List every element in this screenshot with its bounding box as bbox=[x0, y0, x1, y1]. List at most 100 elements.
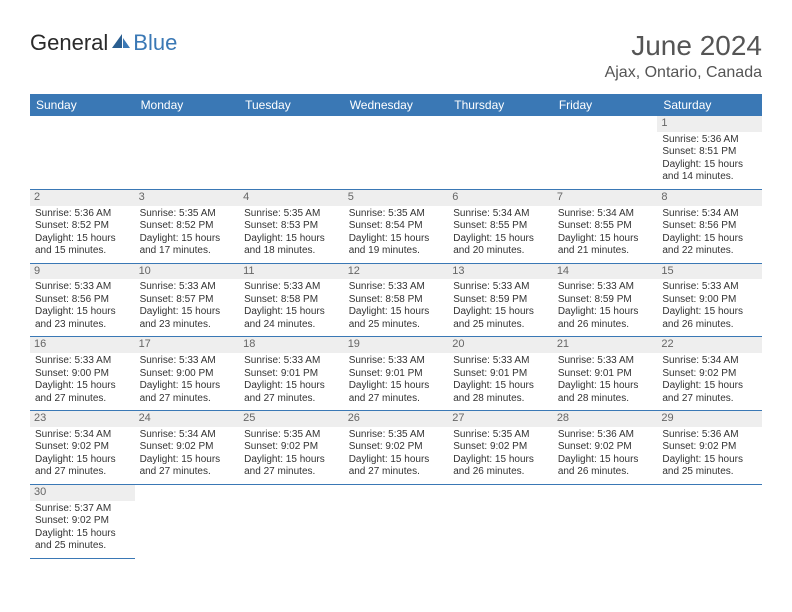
calendar-empty-cell bbox=[344, 116, 449, 189]
day-number: 12 bbox=[344, 264, 449, 280]
calendar-empty-cell bbox=[344, 484, 449, 558]
sunrise-text: Sunrise: 5:35 AM bbox=[453, 429, 548, 442]
daylight-text: Daylight: 15 hours and 26 minutes. bbox=[558, 454, 653, 479]
daylight-text: Daylight: 15 hours and 27 minutes. bbox=[140, 380, 235, 405]
sunrise-text: Sunrise: 5:34 AM bbox=[453, 208, 548, 221]
day-number: 7 bbox=[553, 190, 658, 206]
daylight-text: Daylight: 15 hours and 17 minutes. bbox=[140, 233, 235, 258]
weekday-header: Saturday bbox=[657, 94, 762, 116]
calendar-day-cell: 25Sunrise: 5:35 AMSunset: 9:02 PMDayligh… bbox=[239, 411, 344, 485]
calendar-day-cell: 19 Sunrise: 5:33 AMSunset: 9:01 PMDayligh… bbox=[344, 337, 449, 411]
daylight-text: Daylight: 15 hours and 21 minutes. bbox=[558, 233, 653, 258]
sunrise-text: Sunrise: 5:33 AM bbox=[140, 355, 235, 368]
day-number: 25 bbox=[239, 411, 344, 427]
day-number: 10 bbox=[135, 264, 240, 280]
sunrise-text: Sunrise: 5:35 AM bbox=[140, 208, 235, 221]
day-number: 16 bbox=[30, 337, 135, 353]
sunrise-text: Sunrise: 5:33 AM bbox=[349, 281, 444, 294]
calendar-day-cell: 14Sunrise: 5:33 AMSunset: 8:59 PMDayligh… bbox=[553, 263, 658, 337]
sunrise-text: Sunrise: 5:35 AM bbox=[349, 208, 444, 221]
day-number: 8 bbox=[657, 190, 762, 206]
calendar-empty-cell bbox=[448, 116, 553, 189]
sail-icon bbox=[110, 30, 132, 56]
sunrise-text: Sunrise: 5:33 AM bbox=[35, 355, 130, 368]
daylight-text: Daylight: 15 hours and 22 minutes. bbox=[662, 233, 757, 258]
day-number: 19 bbox=[344, 337, 449, 353]
calendar-week-row: 23Sunrise: 5:34 AMSunset: 9:02 PMDayligh… bbox=[30, 411, 762, 485]
calendar-day-cell: 2Sunrise: 5:36 AMSunset: 8:52 PMDaylight… bbox=[30, 189, 135, 263]
sunrise-text: Sunrise: 5:34 AM bbox=[662, 208, 757, 221]
calendar-empty-cell bbox=[448, 484, 553, 558]
sunset-text: Sunset: 9:02 PM bbox=[244, 441, 339, 454]
calendar-empty-cell bbox=[553, 116, 658, 189]
day-number: 13 bbox=[448, 264, 553, 280]
daylight-text: Daylight: 15 hours and 23 minutes. bbox=[140, 306, 235, 331]
sunset-text: Sunset: 9:00 PM bbox=[662, 294, 757, 307]
brand-logo: General Blue bbox=[30, 30, 177, 56]
sunset-text: Sunset: 8:54 PM bbox=[349, 220, 444, 233]
daylight-text: Daylight: 15 hours and 25 minutes. bbox=[453, 306, 548, 331]
calendar-day-cell: 4Sunrise: 5:35 AMSunset: 8:53 PMDaylight… bbox=[239, 189, 344, 263]
sunset-text: Sunset: 9:02 PM bbox=[662, 441, 757, 454]
daylight-text: Daylight: 15 hours and 23 minutes. bbox=[35, 306, 130, 331]
sunrise-text: Sunrise: 5:33 AM bbox=[662, 281, 757, 294]
brand-part2: Blue bbox=[133, 30, 177, 56]
daylight-text: Daylight: 15 hours and 28 minutes. bbox=[558, 380, 653, 405]
calendar-week-row: 30Sunrise: 5:37 AMSunset: 9:02 PMDayligh… bbox=[30, 484, 762, 558]
sunrise-text: Sunrise: 5:34 AM bbox=[35, 429, 130, 442]
day-number: 1 bbox=[657, 116, 762, 132]
sunset-text: Sunset: 8:56 PM bbox=[662, 220, 757, 233]
day-number: 2 bbox=[30, 190, 135, 206]
sunset-text: Sunset: 9:02 PM bbox=[453, 441, 548, 454]
calendar-day-cell: 21Sunrise: 5:33 AMSunset: 9:01 PMDayligh… bbox=[553, 337, 658, 411]
daylight-text: Daylight: 15 hours and 25 minutes. bbox=[35, 528, 130, 553]
calendar-day-cell: 12Sunrise: 5:33 AMSunset: 8:58 PMDayligh… bbox=[344, 263, 449, 337]
calendar-day-cell: 1Sunrise: 5:36 AMSunset: 8:51 PMDaylight… bbox=[657, 116, 762, 189]
day-number: 30 bbox=[30, 485, 135, 501]
sunrise-text: Sunrise: 5:33 AM bbox=[349, 355, 444, 368]
sunset-text: Sunset: 8:58 PM bbox=[244, 294, 339, 307]
calendar-week-row: 9Sunrise: 5:33 AMSunset: 8:56 PMDaylight… bbox=[30, 263, 762, 337]
daylight-text: Daylight: 15 hours and 26 minutes. bbox=[662, 306, 757, 331]
daylight-text: Daylight: 15 hours and 27 minutes. bbox=[349, 380, 444, 405]
day-number: 27 bbox=[448, 411, 553, 427]
day-number: 4 bbox=[239, 190, 344, 206]
day-number: 9 bbox=[30, 264, 135, 280]
daylight-text: Daylight: 15 hours and 26 minutes. bbox=[558, 306, 653, 331]
calendar-day-cell: 7Sunrise: 5:34 AMSunset: 8:55 PMDaylight… bbox=[553, 189, 658, 263]
weekday-header: Friday bbox=[553, 94, 658, 116]
daylight-text: Daylight: 15 hours and 27 minutes. bbox=[35, 454, 130, 479]
sunset-text: Sunset: 8:53 PM bbox=[244, 220, 339, 233]
brand-part1: General bbox=[30, 30, 108, 56]
calendar-day-cell: 16Sunrise: 5:33 AMSunset: 9:00 PMDayligh… bbox=[30, 337, 135, 411]
sunrise-text: Sunrise: 5:35 AM bbox=[349, 429, 444, 442]
calendar-empty-cell bbox=[135, 116, 240, 189]
daylight-text: Daylight: 15 hours and 27 minutes. bbox=[140, 454, 235, 479]
calendar-page: General Blue June 2024 Ajax, Ontario, Ca… bbox=[0, 0, 792, 559]
sunset-text: Sunset: 8:52 PM bbox=[35, 220, 130, 233]
sunrise-text: Sunrise: 5:36 AM bbox=[558, 429, 653, 442]
daylight-text: Daylight: 15 hours and 27 minutes. bbox=[35, 380, 130, 405]
sunset-text: Sunset: 9:01 PM bbox=[349, 368, 444, 381]
calendar-day-cell: 22Sunrise: 5:34 AMSunset: 9:02 PMDayligh… bbox=[657, 337, 762, 411]
day-number: 29 bbox=[657, 411, 762, 427]
daylight-text: Daylight: 15 hours and 26 minutes. bbox=[453, 454, 548, 479]
calendar-day-cell: 5Sunrise: 5:35 AMSunset: 8:54 PMDaylight… bbox=[344, 189, 449, 263]
calendar-empty-cell bbox=[30, 116, 135, 189]
calendar-day-cell: 11Sunrise: 5:33 AMSunset: 8:58 PMDayligh… bbox=[239, 263, 344, 337]
calendar-day-cell: 6Sunrise: 5:34 AMSunset: 8:55 PMDaylight… bbox=[448, 189, 553, 263]
daylight-text: Daylight: 15 hours and 25 minutes. bbox=[662, 454, 757, 479]
weekday-header: Monday bbox=[135, 94, 240, 116]
calendar-week-row: 1Sunrise: 5:36 AMSunset: 8:51 PMDaylight… bbox=[30, 116, 762, 189]
sunset-text: Sunset: 8:59 PM bbox=[558, 294, 653, 307]
day-number: 5 bbox=[344, 190, 449, 206]
sunset-text: Sunset: 8:56 PM bbox=[35, 294, 130, 307]
calendar-day-cell: 20Sunrise: 5:33 AMSunset: 9:01 PMDayligh… bbox=[448, 337, 553, 411]
day-number: 28 bbox=[553, 411, 658, 427]
daylight-text: Daylight: 15 hours and 27 minutes. bbox=[244, 380, 339, 405]
sunrise-text: Sunrise: 5:35 AM bbox=[244, 208, 339, 221]
location: Ajax, Ontario, Canada bbox=[605, 64, 762, 82]
day-number: 22 bbox=[657, 337, 762, 353]
sunrise-text: Sunrise: 5:34 AM bbox=[140, 429, 235, 442]
sunset-text: Sunset: 8:58 PM bbox=[349, 294, 444, 307]
